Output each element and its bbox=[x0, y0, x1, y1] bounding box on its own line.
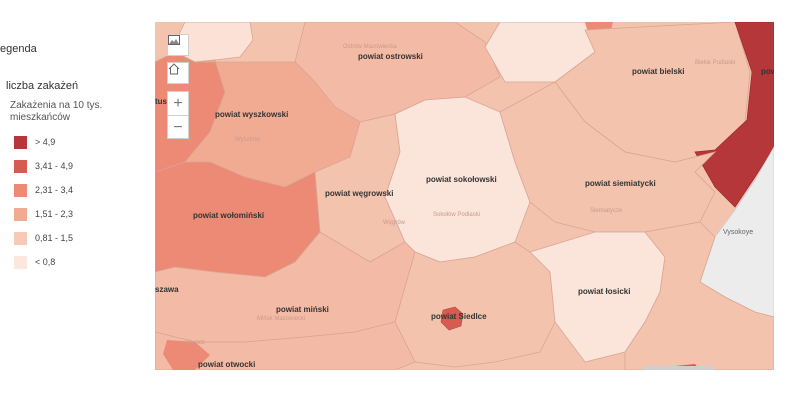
region-label: powiat siemiatycki bbox=[585, 179, 656, 188]
basemap-label: Ostrów Mazowiecka bbox=[343, 44, 397, 50]
choropleth-layer bbox=[155, 22, 774, 370]
region-east-dark bbox=[694, 22, 774, 208]
region-label: powiat węgrowski bbox=[325, 189, 394, 198]
legend-class-label: 0,81 - 1,5 bbox=[35, 233, 74, 243]
map-view[interactable]: + − Ostrów Mazowiecka Bielsk Podlaski Wy… bbox=[155, 22, 774, 370]
legend-swatch bbox=[14, 231, 27, 245]
legend-class-5: 0,81 - 1,5 bbox=[14, 231, 73, 245]
legend-panel: egenda liczba zakażeń Zakażenia na 10 ty… bbox=[0, 22, 155, 370]
home-icon bbox=[168, 63, 180, 75]
region-label: powiat łosicki bbox=[578, 287, 631, 296]
region-label: powiat Siedlce bbox=[431, 312, 487, 321]
basemap-gallery-button[interactable] bbox=[167, 34, 189, 56]
legend-swatch bbox=[14, 183, 27, 197]
region-label: tus bbox=[155, 97, 167, 106]
legend-swatch bbox=[14, 135, 27, 149]
map-attribution bbox=[644, 366, 714, 370]
legend-layer-name[interactable]: liczba zakażeń bbox=[6, 80, 79, 92]
region-otwocki bbox=[155, 321, 416, 370]
basemap-label: Wyszków bbox=[235, 137, 261, 143]
basemap-label: Węgrów bbox=[383, 220, 406, 226]
basemap-label: Otwock bbox=[185, 340, 206, 346]
region-label: powiat miński bbox=[276, 305, 329, 314]
region-label: powiat wołomiński bbox=[193, 211, 265, 220]
legend-class-label: < 0,8 bbox=[35, 257, 56, 267]
region-label: szawa bbox=[155, 285, 179, 294]
legend-field-name: Zakażenia na 10 tys. mieszkańców bbox=[10, 100, 103, 123]
region-siemiatycki bbox=[499, 81, 717, 233]
zoom-in-button[interactable]: + bbox=[173, 94, 183, 112]
basemap-label: Siemiatycze bbox=[590, 208, 623, 214]
region-siedlce-city bbox=[440, 306, 464, 331]
legend-class-6: < 0,8 bbox=[14, 255, 55, 269]
region-otwock-town bbox=[163, 340, 210, 370]
region-label: powi bbox=[761, 67, 774, 76]
zoom-out-button[interactable]: − bbox=[168, 115, 188, 139]
attribution-mark bbox=[644, 366, 714, 370]
basemap-label: Sokołów Podlaski bbox=[433, 212, 481, 218]
zoom-control: + − bbox=[167, 91, 189, 139]
region-label: powiat ostrowski bbox=[358, 52, 423, 61]
legend-title: egenda bbox=[0, 43, 37, 55]
region-siedlecki bbox=[394, 241, 556, 368]
region-label: powiat wyszkowski bbox=[215, 110, 289, 119]
legend-class-4: 1,51 - 2,3 bbox=[14, 207, 73, 221]
basemap-label: Mińsk Mazowiecki bbox=[257, 316, 306, 322]
region-label: powiat otwocki bbox=[198, 360, 256, 369]
legend-swatch bbox=[14, 207, 27, 221]
legend-class-label: 1,51 - 2,3 bbox=[35, 209, 74, 219]
legend-class-3: 2,31 - 3,4 bbox=[14, 183, 73, 197]
region-label: Vysokoye bbox=[723, 229, 754, 236]
basemap-gallery-icon bbox=[168, 35, 180, 45]
region-label: powiat bielski bbox=[632, 67, 685, 76]
region-top-small-2 bbox=[585, 22, 613, 30]
legend-swatch bbox=[14, 159, 27, 173]
legend-class-label: 2,31 - 3,4 bbox=[35, 185, 74, 195]
region-southeast bbox=[624, 221, 774, 370]
legend-swatch bbox=[14, 255, 27, 269]
basemap-label: Bielsk Podlaski bbox=[695, 60, 736, 66]
legend-class-1: > 4,9 bbox=[14, 135, 55, 149]
region-label: powiat sokołowski bbox=[426, 175, 497, 184]
legend-class-label: > 4,9 bbox=[35, 137, 56, 147]
home-button[interactable] bbox=[167, 62, 189, 84]
legend-class-label: 3,41 - 4,9 bbox=[35, 161, 74, 171]
legend-class-2: 3,41 - 4,9 bbox=[14, 159, 73, 173]
